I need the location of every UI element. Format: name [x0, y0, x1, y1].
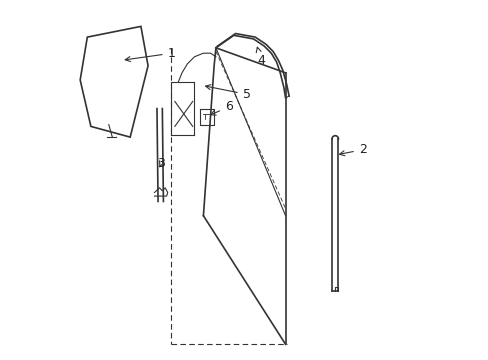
Text: 3: 3 [157, 157, 164, 171]
Text: 2: 2 [339, 143, 366, 156]
Text: 5: 5 [205, 85, 250, 101]
Text: 6: 6 [210, 100, 232, 115]
Text: 4: 4 [256, 47, 264, 67]
Text: 1: 1 [125, 47, 175, 62]
